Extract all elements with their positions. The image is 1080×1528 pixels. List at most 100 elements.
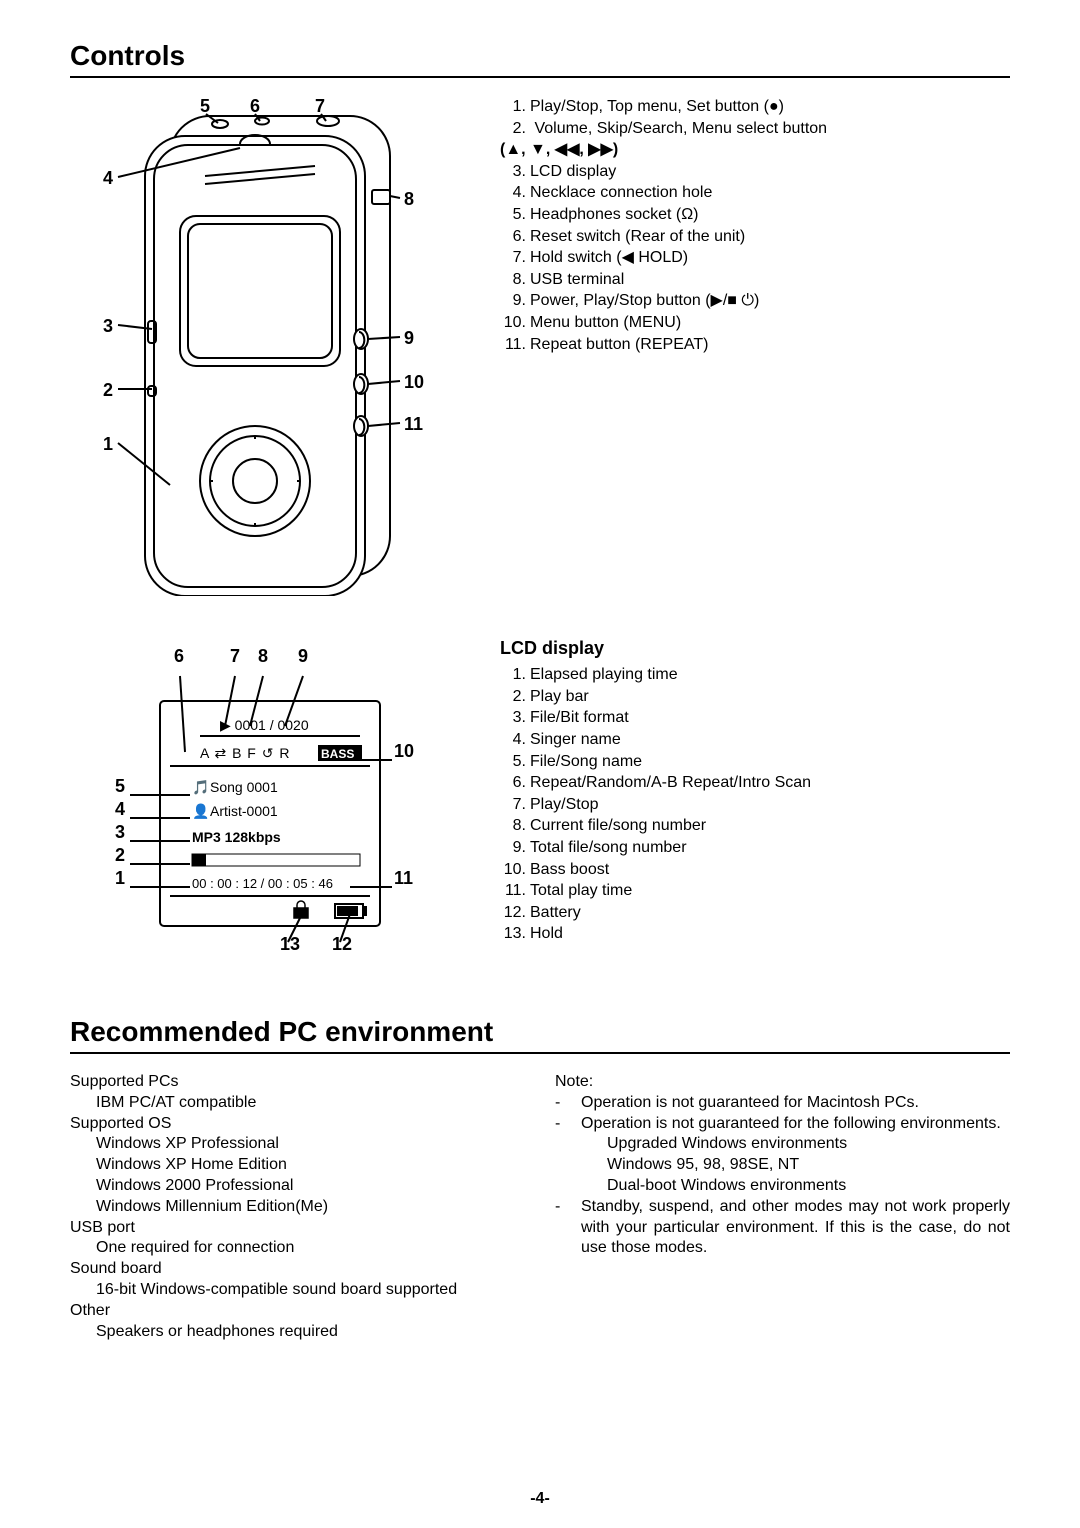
- controls-list: Play/Stop, Top menu, Set button (●) Volu…: [500, 96, 1010, 355]
- lcd-item: Elapsed playing time: [500, 664, 1010, 686]
- controls-item: USB terminal: [500, 269, 1010, 291]
- lcd-repeatline: A ⇄ B F ↺ R: [200, 745, 290, 761]
- lcd-item: Play/Stop: [500, 794, 1010, 816]
- lcd-item: Bass boost: [500, 859, 1010, 881]
- device-diagram: 1 2 3 4 5 6 7 8 9 10 11: [70, 96, 470, 596]
- callout-2: 2: [103, 380, 113, 401]
- callout-5: 5: [200, 96, 210, 117]
- sound-label: Sound board: [70, 1259, 525, 1280]
- supported-pcs-value: IBM PC/AT compatible: [70, 1093, 525, 1114]
- note-label: Note:: [555, 1072, 1010, 1093]
- controls-item-text: Volume, Skip/Search, Menu select button: [534, 120, 827, 137]
- controls-item: Hold switch (◀ HOLD): [500, 247, 1010, 269]
- lcd-format: MP3 128kbps: [192, 829, 281, 845]
- lcd-cl-1: 1: [115, 868, 125, 889]
- lcd-song: Song 0001: [210, 779, 278, 795]
- lcd-cl-7: 7: [230, 646, 240, 667]
- lcd-svg: ▶ 0001 / 0020 A ⇄ B F ↺ R BASS 🎵 Song 00…: [70, 646, 470, 976]
- controls-item: LCD display: [500, 161, 1010, 183]
- os-item: Windows 2000 Professional: [70, 1176, 525, 1197]
- lcd-artist: Artist-0001: [210, 803, 278, 819]
- usb-value: One required for connection: [70, 1238, 525, 1259]
- controls-item: Headphones socket (Ω): [500, 204, 1010, 226]
- note-item: - Operation is not guaranteed for the fo…: [555, 1114, 1010, 1135]
- lcd-item: Singer name: [500, 729, 1010, 751]
- lcd-time: 00 : 00 : 12 / 00 : 05 : 46: [192, 876, 333, 891]
- lcd-item: Hold: [500, 923, 1010, 945]
- dash-icon: -: [555, 1093, 581, 1114]
- lcd-heading: LCD display: [500, 636, 1010, 660]
- controls-item: Play/Stop, Top menu, Set button (●): [500, 96, 1010, 118]
- note-text: Standby, suspend, and other modes may no…: [581, 1197, 1010, 1259]
- pcenv-heading: Recommended PC environment: [70, 1016, 1010, 1054]
- dash-icon: -: [555, 1114, 581, 1135]
- lcd-section: 1 2 3 4 5 6 7 8 9 10 11 12 13: [70, 636, 1010, 976]
- env-item: Windows 95, 98, 98SE, NT: [555, 1155, 1010, 1176]
- lcd-item: File/Song name: [500, 751, 1010, 773]
- supported-pcs-label: Supported PCs: [70, 1072, 525, 1093]
- lcd-item: Battery: [500, 902, 1010, 924]
- other-label: Other: [70, 1301, 525, 1322]
- svg-text:🎵: 🎵: [192, 779, 209, 795]
- lcd-cl-13: 13: [280, 934, 300, 955]
- note-item: - Standby, suspend, and other modes may …: [555, 1197, 1010, 1259]
- callout-4: 4: [103, 168, 113, 189]
- controls-heading: Controls: [70, 40, 1010, 78]
- controls-item: Repeat button (REPEAT): [500, 334, 1010, 356]
- lcd-cl-10: 10: [394, 741, 414, 762]
- lcd-item: File/Bit format: [500, 707, 1010, 729]
- callout-3: 3: [103, 316, 113, 337]
- lcd-item: Total play time: [500, 880, 1010, 902]
- pcenv-left: Supported PCs IBM PC/AT compatible Suppo…: [70, 1072, 525, 1342]
- env-item: Dual-boot Windows environments: [555, 1176, 1010, 1197]
- controls-item: Menu button (MENU): [500, 312, 1010, 334]
- lcd-text: LCD display Elapsed playing time Play ba…: [500, 636, 1010, 976]
- lcd-cl-5: 5: [115, 776, 125, 797]
- callout-9: 9: [404, 328, 414, 349]
- note-text: Operation is not guaranteed for the foll…: [581, 1114, 1010, 1135]
- svg-text:👤: 👤: [192, 803, 209, 820]
- lcd-item: Total file/song number: [500, 837, 1010, 859]
- lcd-cl-9: 9: [298, 646, 308, 667]
- callout-11: 11: [404, 414, 423, 435]
- note-item: - Operation is not guaranteed for Macint…: [555, 1093, 1010, 1114]
- page-number: -4-: [0, 1490, 1080, 1508]
- pcenv-section: Supported PCs IBM PC/AT compatible Suppo…: [70, 1072, 1010, 1342]
- controls-item: Volume, Skip/Search, Menu select button …: [500, 118, 1010, 161]
- lcd-diagram: 1 2 3 4 5 6 7 8 9 10 11 12 13: [70, 636, 470, 976]
- lcd-trackinfo: ▶ 0001 / 0020: [220, 717, 309, 733]
- dash-icon: -: [555, 1197, 581, 1259]
- controls-text: Play/Stop, Top menu, Set button (●) Volu…: [500, 96, 1010, 596]
- lcd-cl-12: 12: [332, 934, 352, 955]
- lcd-list: Elapsed playing time Play bar File/Bit f…: [500, 664, 1010, 945]
- callout-6: 6: [250, 96, 260, 117]
- pcenv-right: Note: - Operation is not guaranteed for …: [555, 1072, 1010, 1342]
- lcd-item: Current file/song number: [500, 815, 1010, 837]
- os-item: Windows Millennium Edition(Me): [70, 1197, 525, 1218]
- lcd-cl-2: 2: [115, 845, 125, 866]
- controls-item: Power, Play/Stop button (▶/■ ⏻): [500, 290, 1010, 312]
- os-item: Windows XP Home Edition: [70, 1155, 525, 1176]
- env-item: Upgraded Windows environments: [555, 1134, 1010, 1155]
- callout-7: 7: [315, 96, 325, 117]
- lcd-cl-6: 6: [174, 646, 184, 667]
- lcd-cl-3: 3: [115, 822, 125, 843]
- lcd-cl-4: 4: [115, 799, 125, 820]
- callout-10: 10: [404, 372, 424, 393]
- sound-value: 16-bit Windows-compatible sound board su…: [70, 1280, 525, 1301]
- controls-section: 1 2 3 4 5 6 7 8 9 10 11: [70, 96, 1010, 596]
- other-value: Speakers or headphones required: [70, 1322, 525, 1343]
- controls-item: Necklace connection hole: [500, 182, 1010, 204]
- controls-item-symbols: (▲, ▼, ◀◀, ▶▶): [500, 141, 618, 158]
- note-text: Operation is not guaranteed for Macintos…: [581, 1093, 1010, 1114]
- callout-1: 1: [103, 434, 113, 455]
- controls-item: Reset switch (Rear of the unit): [500, 226, 1010, 248]
- bass-badge: BASS: [321, 747, 354, 761]
- lcd-cl-11: 11: [394, 868, 413, 889]
- lcd-cl-8: 8: [258, 646, 268, 667]
- supported-os-label: Supported OS: [70, 1114, 525, 1135]
- usb-label: USB port: [70, 1218, 525, 1239]
- lcd-item: Repeat/Random/A-B Repeat/Intro Scan: [500, 772, 1010, 794]
- callout-8: 8: [404, 189, 414, 210]
- os-item: Windows XP Professional: [70, 1134, 525, 1155]
